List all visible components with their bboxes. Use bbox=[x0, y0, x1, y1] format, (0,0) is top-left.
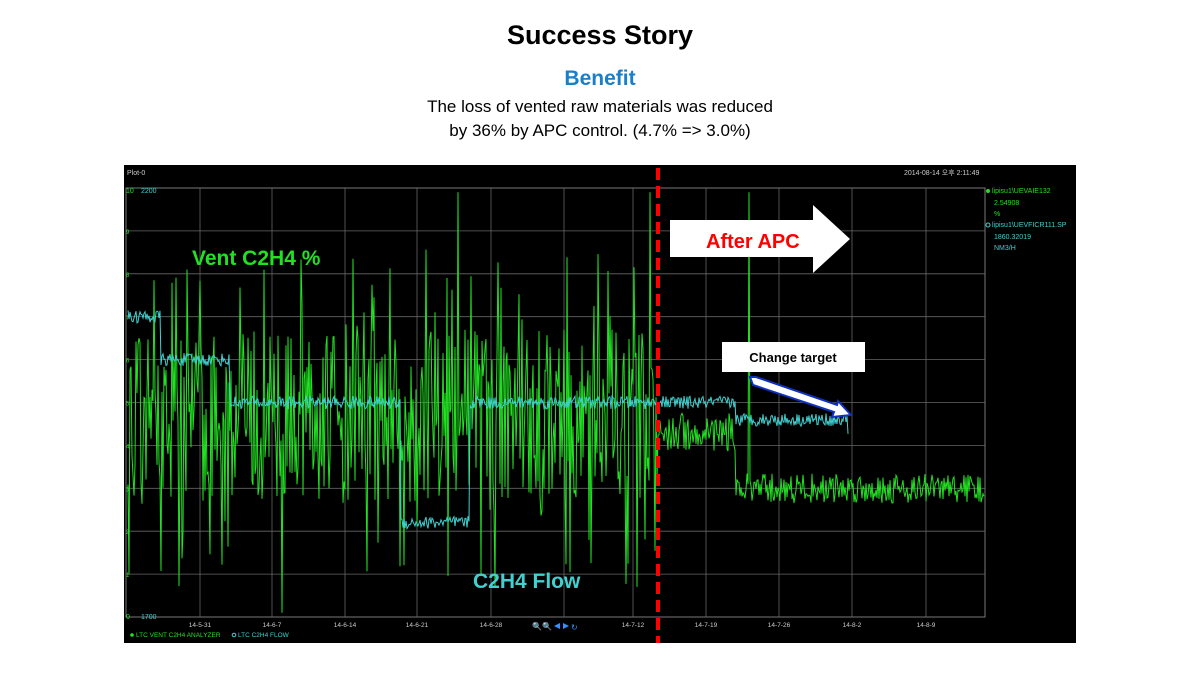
x-tick-label: 14-7-26 bbox=[768, 622, 791, 629]
vent-bottom-legend-icon bbox=[130, 633, 134, 637]
c2h4-flow-label: C2H4 Flow bbox=[473, 570, 581, 593]
legend-value-2: 1860.32019 bbox=[994, 234, 1031, 241]
plot-name: Plot-0 bbox=[127, 170, 145, 177]
scroll-right-icon[interactable] bbox=[563, 623, 569, 629]
bottom-legend-flow: LTC C2H4 FLOW bbox=[238, 632, 290, 639]
y-tick-label: 8 bbox=[126, 273, 130, 279]
bottom-legend-vent: LTC VENT C2H4 ANALYZER bbox=[136, 632, 221, 639]
x-tick-label: 14-8-2 bbox=[843, 622, 862, 629]
change-target-label: Change target bbox=[749, 350, 837, 365]
after-apc-arrow-icon bbox=[670, 205, 850, 273]
x-tick-label: 14-7-19 bbox=[695, 622, 718, 629]
legend-tag-2: lipisu1\UEVFICR111.SP bbox=[992, 222, 1067, 229]
legend-unit-2: NM3/H bbox=[994, 245, 1016, 252]
y-tick-label: 6 bbox=[126, 359, 130, 365]
y-tick-label: 9 bbox=[126, 230, 130, 236]
flow-legend-dot-icon bbox=[985, 222, 991, 228]
after-apc-label: After APC bbox=[706, 231, 800, 253]
vent-legend-dot-icon bbox=[986, 189, 990, 193]
x-tick-label: 14-5-31 bbox=[189, 622, 212, 629]
refresh-icon[interactable]: ↻ bbox=[571, 623, 578, 632]
change-target-arrow-icon bbox=[748, 376, 854, 419]
change-target-box bbox=[722, 342, 865, 372]
scroll-left-icon[interactable] bbox=[554, 623, 560, 629]
flow-bottom-legend-icon bbox=[231, 632, 237, 638]
trend-chart: Plot-0 2014-08-14 오후 2:11:49 10 2200 0 1… bbox=[125, 168, 1067, 643]
description-line-2: by 36% by APC control. (4.7% => 3.0%) bbox=[449, 121, 751, 140]
y-tick-label: 5 bbox=[126, 402, 130, 408]
legend-unit-1: % bbox=[994, 211, 1000, 218]
trend-chart-panel: Plot-0 2014-08-14 오후 2:11:49 10 2200 0 1… bbox=[124, 165, 1076, 643]
x-tick-label: 14-6-7 bbox=[263, 622, 282, 629]
y-tick-label: 4 bbox=[126, 444, 130, 450]
description-line-1: The loss of vented raw materials was red… bbox=[427, 97, 773, 116]
x-tick-label: 14-8-9 bbox=[917, 622, 936, 629]
slide-subtitle: Benefit bbox=[564, 67, 636, 90]
zoom-out-icon[interactable]: 🔍 bbox=[542, 621, 552, 631]
x-tick-label: 14-6-14 bbox=[334, 622, 357, 629]
left-axis-top: 10 bbox=[126, 188, 134, 195]
zoom-in-icon[interactable]: 🔍 bbox=[532, 621, 542, 631]
x-tick-label: 14-6-28 bbox=[480, 622, 503, 629]
right-axis-bottom: 1700 bbox=[141, 614, 157, 621]
vent-c2h4-label: Vent C2H4 % bbox=[192, 247, 321, 270]
y-tick-label: 1 bbox=[126, 573, 130, 579]
slide-title: Success Story bbox=[506, 20, 694, 50]
x-tick-label: 14-6-21 bbox=[406, 622, 429, 629]
y-tick-label: 2 bbox=[126, 530, 130, 536]
left-axis-bottom: 0 bbox=[126, 614, 130, 621]
x-tick-label: 14-7-12 bbox=[622, 622, 645, 629]
legend-tag-1: lipisu1\UEVAIE132 bbox=[992, 188, 1051, 195]
plot-timestamp: 2014-08-14 오후 2:11:49 bbox=[904, 169, 980, 177]
right-axis-top: 2200 bbox=[141, 188, 157, 195]
legend-value-1: 2.54908 bbox=[994, 200, 1019, 207]
c2h4-flow-series bbox=[127, 310, 849, 531]
y-tick-label: 7 bbox=[126, 316, 130, 322]
vent-c2h4-series bbox=[127, 192, 985, 613]
